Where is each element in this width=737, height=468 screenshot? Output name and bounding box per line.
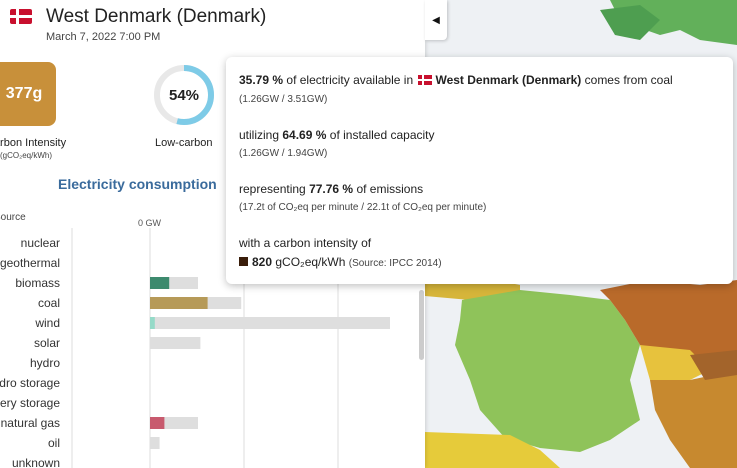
tooltip-emis-line: representing 77.76 % of emissions: [239, 182, 423, 196]
tooltip-zone-name: West Denmark (Denmark): [435, 73, 582, 87]
source-label: geothermal: [0, 256, 60, 270]
zone-header: West Denmark (Denmark) March 7, 2022 7:0…: [0, 0, 425, 50]
source-label: natural gas: [1, 416, 60, 430]
low-carbon-value: 54%: [168, 86, 200, 104]
source-label: wind: [34, 316, 60, 330]
tooltip-share-pct: 35.79 %: [239, 73, 284, 87]
source-label: nuclear: [21, 236, 60, 250]
tooltip-emis-detail: (17.2t of CO₂eq per minute / 22.1t of CO…: [239, 202, 487, 213]
tooltip-ci-unit: gCO₂eq/kWh: [275, 255, 346, 269]
tooltip-ci-value: 820: [252, 255, 273, 269]
tooltip-util-detail: (1.26GW / 1.94GW): [239, 148, 328, 159]
production-bar[interactable]: [150, 417, 165, 429]
tooltip-ci-text: with a carbon intensity of: [239, 236, 372, 250]
production-bar[interactable]: [150, 317, 155, 329]
tooltip-share-text: of electricity available in: [286, 73, 414, 87]
map-france: [455, 290, 640, 452]
low-carbon-label: Low-carbon: [155, 137, 213, 149]
zone-title: West Denmark (Denmark): [46, 6, 267, 27]
consumption-title: Electricity consumption: [58, 176, 217, 192]
production-bar[interactable]: [150, 297, 208, 309]
tooltip-util-pct: 64.69 %: [282, 128, 327, 142]
map-spain: [425, 432, 560, 468]
source-label: coal: [38, 296, 60, 310]
source-label: battery storage: [0, 396, 60, 410]
source-label: solar: [34, 336, 60, 350]
tooltip-util-text: of installed capacity: [329, 128, 435, 142]
tooltip-emis-text: of emissions: [356, 182, 424, 196]
map-italy: [650, 370, 737, 468]
source-label: unknown: [12, 456, 60, 468]
map-north-region: [600, 5, 660, 40]
panel-scrollbar[interactable]: [419, 290, 424, 360]
carbon-intensity-unit: (gCO₂eq/kWh): [0, 151, 53, 160]
tooltip-util-line: utilizing 64.69 % of installed capacity: [239, 128, 435, 142]
tooltip-emis-prefix: representing: [239, 182, 306, 196]
tooltip-ci-line: 820 gCO₂eq/kWh (Source: IPCC 2014): [239, 255, 442, 269]
consumption-chart: nuclear geothermal biomass coal wind solar hyd…: [0, 228, 420, 468]
carbon-intensity-badge: 377g: [0, 62, 56, 126]
source-label: hydro storage: [0, 376, 60, 390]
source-label: hydro: [30, 356, 60, 370]
low-carbon-ring: [154, 65, 214, 125]
carbon-intensity-label: Carbon Intensity: [0, 137, 67, 149]
denmark-flag-icon: [10, 9, 32, 24]
capacity-bar[interactable]: [150, 437, 160, 449]
tooltip-util-prefix: utilizing: [239, 128, 280, 142]
source-label: oil: [48, 436, 60, 450]
capacity-bar[interactable]: [150, 317, 390, 329]
map-germany: [600, 280, 737, 370]
tooltip-share-line: 35.79 % of electricity available in West…: [239, 73, 673, 87]
source-label: biomass: [15, 276, 60, 290]
denmark-flag-icon: [418, 75, 433, 85]
tooltip-share-detail: (1.26GW / 3.51GW): [239, 94, 328, 105]
capacity-bar[interactable]: [150, 337, 201, 349]
production-bar[interactable]: [150, 277, 170, 289]
triangle-left-icon: ◀: [432, 14, 440, 26]
production-tooltip: 35.79 % of electricity available in West…: [226, 57, 733, 284]
tooltip-emis-pct: 77.76 %: [309, 182, 354, 196]
gw-axis-label: 0 GW: [138, 218, 162, 228]
carbon-intensity-swatch: [239, 257, 248, 266]
tooltip-ci-source: (Source: IPCC 2014): [348, 258, 442, 269]
zone-datetime: March 7, 2022 7:00 PM: [46, 31, 161, 43]
map-austria: [690, 350, 737, 380]
tooltip-share-suffix: comes from coal: [584, 73, 673, 87]
collapse-panel-button[interactable]: ◀: [425, 0, 447, 40]
source-column-header: Source: [0, 212, 26, 223]
